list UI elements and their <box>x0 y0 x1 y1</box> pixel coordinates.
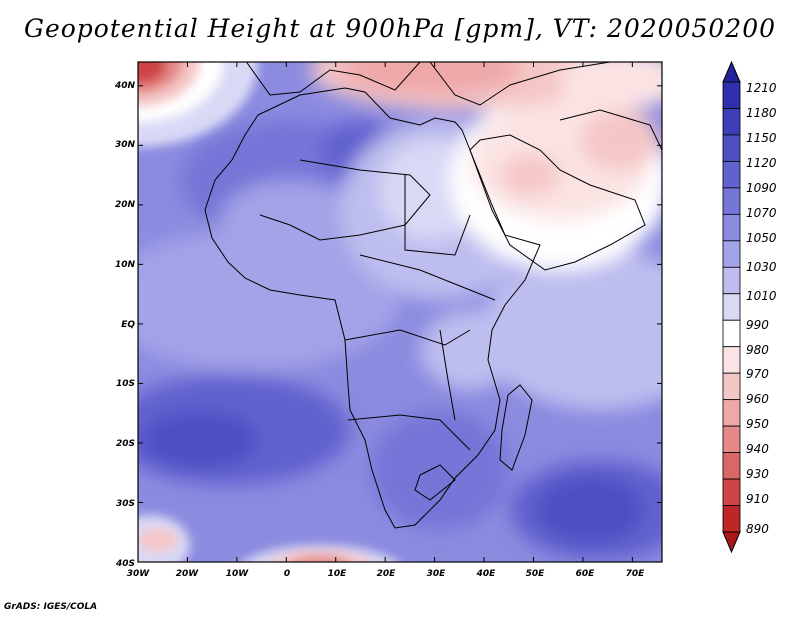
colorbar-cell <box>722 240 741 268</box>
colorbar-label-910: 910 <box>746 492 769 506</box>
colorbar-label-950: 950 <box>746 417 769 431</box>
grads-credit: GrADS: IGES/COLA <box>4 602 98 612</box>
colorbar-label-990: 990 <box>746 318 769 332</box>
colorbar-label-1090: 1090 <box>746 181 777 195</box>
colorbar-label-1150: 1150 <box>746 131 777 145</box>
lon-label-60e: 60E <box>576 569 596 579</box>
map-title: Geopotential Height at 900hPa [gpm], VT:… <box>23 14 777 43</box>
lon-label-0: 0 <box>284 569 290 579</box>
lat-label-eq: EQ <box>121 320 135 330</box>
lon-label-20e: 20E <box>377 569 397 579</box>
lon-label-70e: 70E <box>626 569 646 579</box>
lon-labels: 30W 20W 10W 0 10E 20E 30E 40E 50E 60E 70… <box>127 569 645 579</box>
colorbar-label-890: 890 <box>746 522 769 536</box>
colorbar-cell <box>722 134 741 162</box>
colorbar-cell <box>722 266 741 295</box>
lat-label-30s: 30S <box>116 499 135 509</box>
lon-label-30e: 30E <box>427 569 447 579</box>
lat-label-30n: 30N <box>115 140 136 150</box>
colorbar-cell <box>722 478 741 506</box>
plot-frame <box>137 61 663 563</box>
colorbar-label-1180: 1180 <box>746 106 777 120</box>
lat-label-20s: 20S <box>116 439 135 449</box>
colorbar-top-arrow <box>722 60 741 83</box>
colorbar-cell <box>722 346 741 374</box>
colorbar-cell <box>722 319 741 348</box>
colorbar-label-960: 960 <box>746 392 769 406</box>
colorbar-cell <box>722 108 741 136</box>
colorbar-label-930: 930 <box>746 467 769 481</box>
colorbar-cell <box>722 372 741 401</box>
colorbar-label-980: 980 <box>746 343 769 357</box>
lat-labels: 40N 30N 20N 10N EQ 10S 20S 30S 40S <box>114 81 136 569</box>
colorbar-label-1050: 1050 <box>746 231 777 245</box>
colorbar-label-1210: 1210 <box>746 81 777 95</box>
colorbar-label-1030: 1030 <box>746 260 777 274</box>
colorbar-label-1070: 1070 <box>746 206 777 220</box>
lon-label-30w: 30W <box>127 569 151 579</box>
height-field <box>138 62 662 562</box>
lat-label-40s: 40S <box>115 559 135 569</box>
lat-label-20n: 20N <box>115 200 136 210</box>
colorbar: 1210 1180 1150 1120 1090 1070 1050 1030 … <box>722 60 777 554</box>
colorbar-bottom-arrow <box>722 531 741 554</box>
colorbar-label-970: 970 <box>746 367 769 381</box>
lon-label-40e: 40E <box>476 569 497 579</box>
lon-label-10w: 10W <box>226 569 250 579</box>
colorbar-cell <box>722 161 741 189</box>
colorbar-cell <box>722 425 741 453</box>
lon-label-20w: 20W <box>176 569 200 579</box>
colorbar-label-1010: 1010 <box>746 289 777 303</box>
colorbar-label-940: 940 <box>746 442 769 456</box>
lat-label-40n: 40N <box>114 81 136 91</box>
lat-label-10n: 10N <box>115 260 136 270</box>
colorbar-cell <box>722 505 741 533</box>
axis-ticks <box>137 62 662 563</box>
lon-label-50e: 50E <box>526 569 546 579</box>
colorbar-cell <box>722 81 741 109</box>
lon-label-10e: 10E <box>328 569 348 579</box>
coastlines <box>204 62 662 529</box>
colorbar-cell <box>722 213 741 242</box>
colorbar-cell <box>722 293 741 321</box>
colorbar-cell <box>722 187 741 215</box>
lat-label-10s: 10S <box>116 379 135 389</box>
colorbar-label-1120: 1120 <box>746 156 777 170</box>
colorbar-cell <box>722 399 741 427</box>
colorbar-cell <box>722 452 741 480</box>
